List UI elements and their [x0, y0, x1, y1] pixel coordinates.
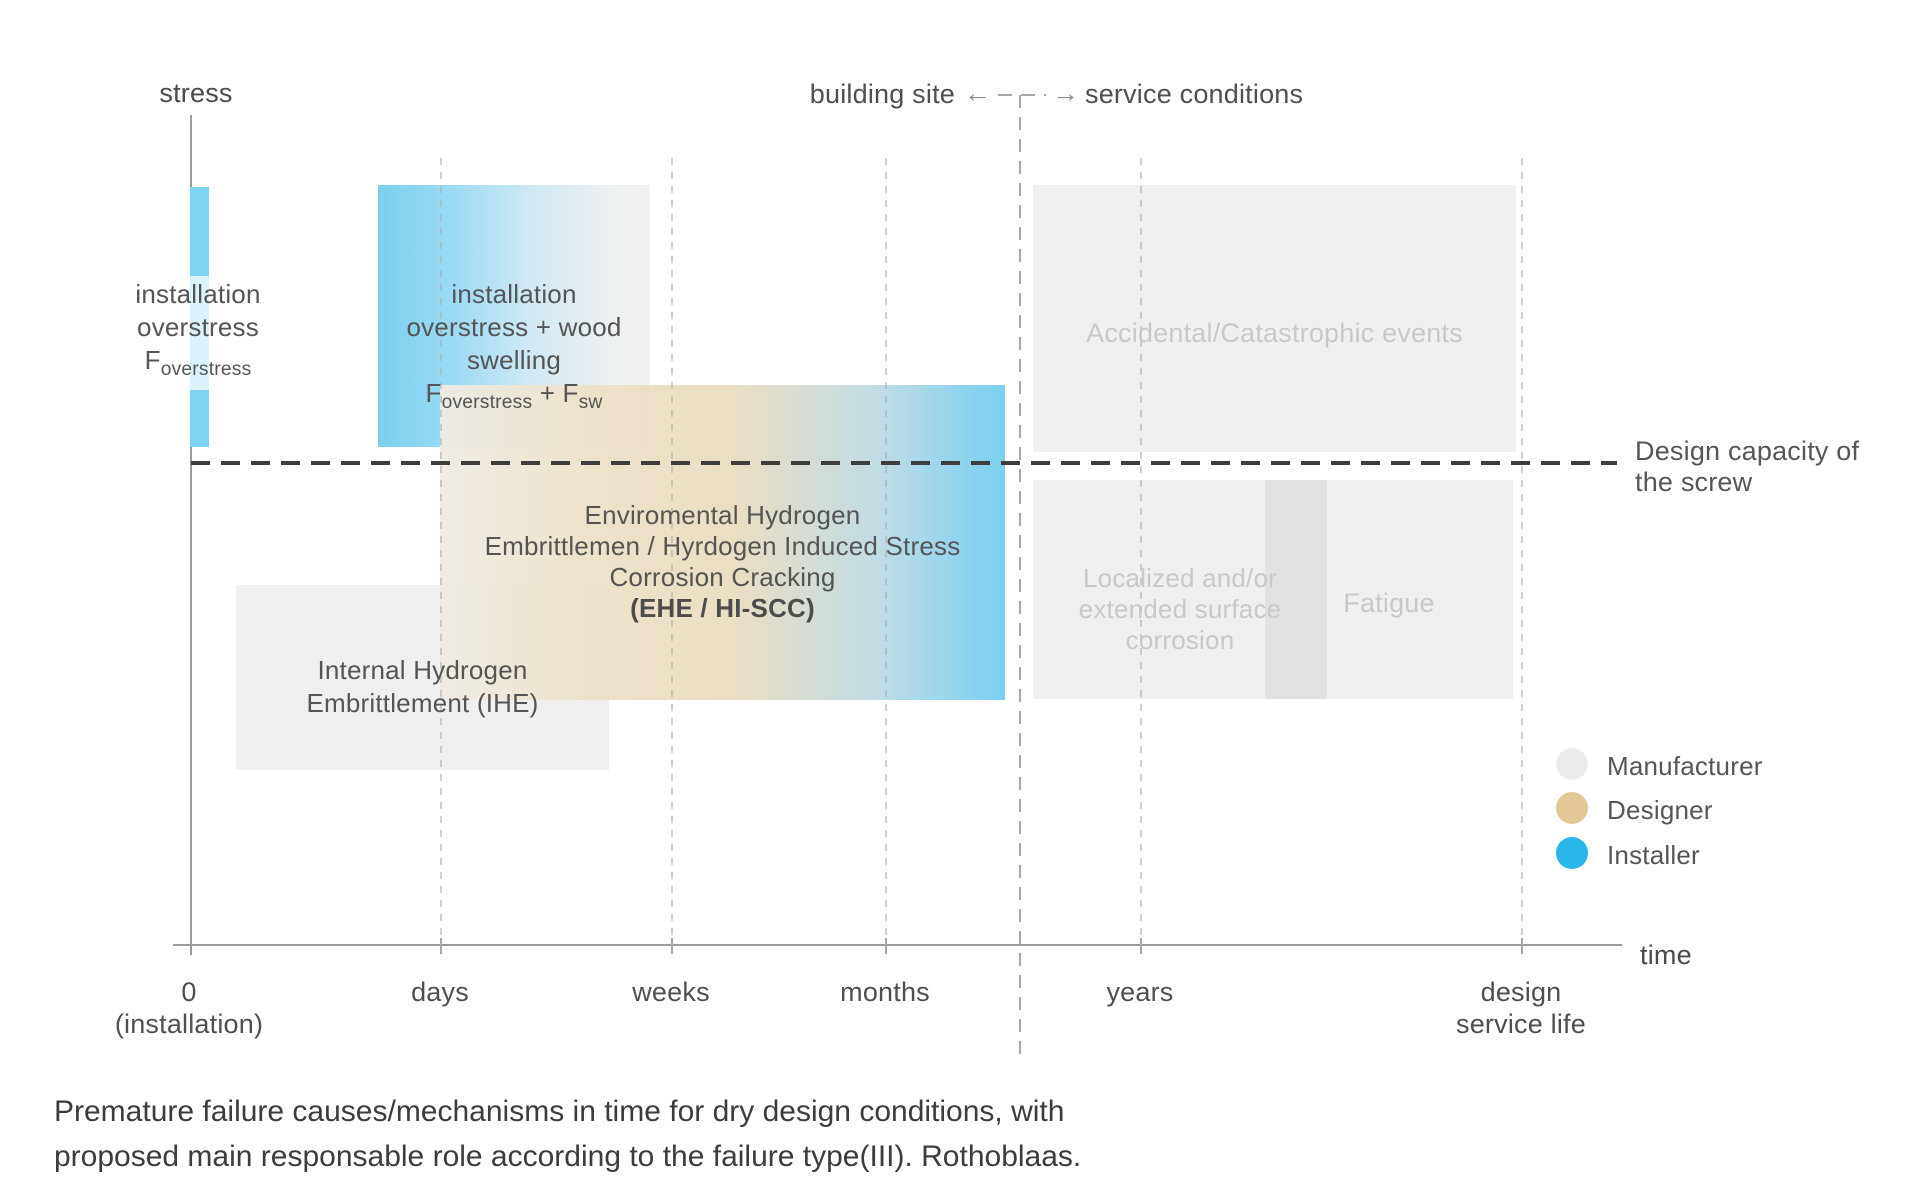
gridline-years: [1140, 158, 1142, 945]
tick-days: [440, 938, 442, 954]
gridline-weeks: [671, 158, 673, 945]
gridline-design-service-life: [1521, 158, 1523, 945]
xtick-weeks: weeks: [632, 977, 710, 1007]
formula-f-overstress: Foverstress: [144, 345, 252, 381]
xtick-months: months: [840, 977, 930, 1007]
box-fatigue: [1265, 480, 1513, 699]
xtick-days: days: [411, 977, 469, 1007]
tick-weeks: [671, 938, 673, 954]
label-surface-corrosion: Localized and/or extended surface corros…: [1078, 563, 1282, 655]
legend-swatch-designer: [1556, 792, 1588, 824]
label-overstress-wood-swelling: installation overstress + wood swelling …: [378, 278, 650, 419]
xtick-installation: 0 (installation): [114, 977, 264, 1039]
legend-swatch-manufacturer: [1556, 748, 1588, 780]
gridline-months: [885, 158, 887, 945]
design-capacity-label-line1: Design capacity of: [1635, 436, 1860, 466]
xtick-years: years: [1106, 977, 1174, 1007]
label-installation-overstress: installation overstress Foverstress: [120, 276, 276, 391]
header-dashed-segment: [998, 94, 1046, 96]
label-fatigue: Fatigue: [1343, 588, 1435, 618]
tick-years: [1140, 938, 1142, 954]
design-capacity-label-line2: the screw: [1635, 467, 1753, 497]
y-axis-title: stress: [159, 78, 233, 108]
arrow-left-icon: ←: [964, 78, 991, 108]
label-ehe-hiscc: Enviromental Hydrogen Embrittlemen / Hyr…: [484, 500, 961, 623]
y-axis-line: [190, 115, 192, 955]
arrow-right-icon: →: [1052, 78, 1079, 108]
gridline-days: [440, 158, 442, 945]
box-ehe-hiscc: [440, 385, 1005, 700]
x-axis-title: time: [1640, 940, 1692, 970]
label-internal-hydrogen-embrittlement: Internal Hydrogen Embrittlement (IHE): [306, 655, 539, 718]
building-site-label: building site: [809, 79, 955, 109]
legend-label-designer: Designer: [1607, 795, 1713, 825]
box-surface-corrosion: [1033, 480, 1327, 699]
design-capacity-line: [191, 461, 1617, 465]
box-accidental-events: [1033, 185, 1516, 452]
design-capacity-label: Design capacity of the screw: [1635, 436, 1859, 498]
formula-f-overstress-plus-fsw: Foverstress + Fsw: [425, 378, 603, 414]
legend-swatch-installer: [1556, 837, 1588, 869]
tick-months: [885, 938, 887, 954]
building-site-service-divider: [1019, 95, 1021, 1058]
tick-design: [1521, 938, 1523, 954]
legend-label-manufacturer: Manufacturer: [1607, 751, 1763, 781]
x-axis-line: [173, 944, 1622, 946]
figure-caption: Premature failure causes/mechanisms in t…: [54, 1095, 1082, 1173]
legend-label-installer: Installer: [1607, 840, 1700, 870]
label-accidental-events: Accidental/Catastrophic events: [1086, 318, 1463, 348]
xtick-design-service-life: design service life: [1456, 977, 1586, 1039]
service-conditions-label: service conditions: [1085, 79, 1304, 109]
